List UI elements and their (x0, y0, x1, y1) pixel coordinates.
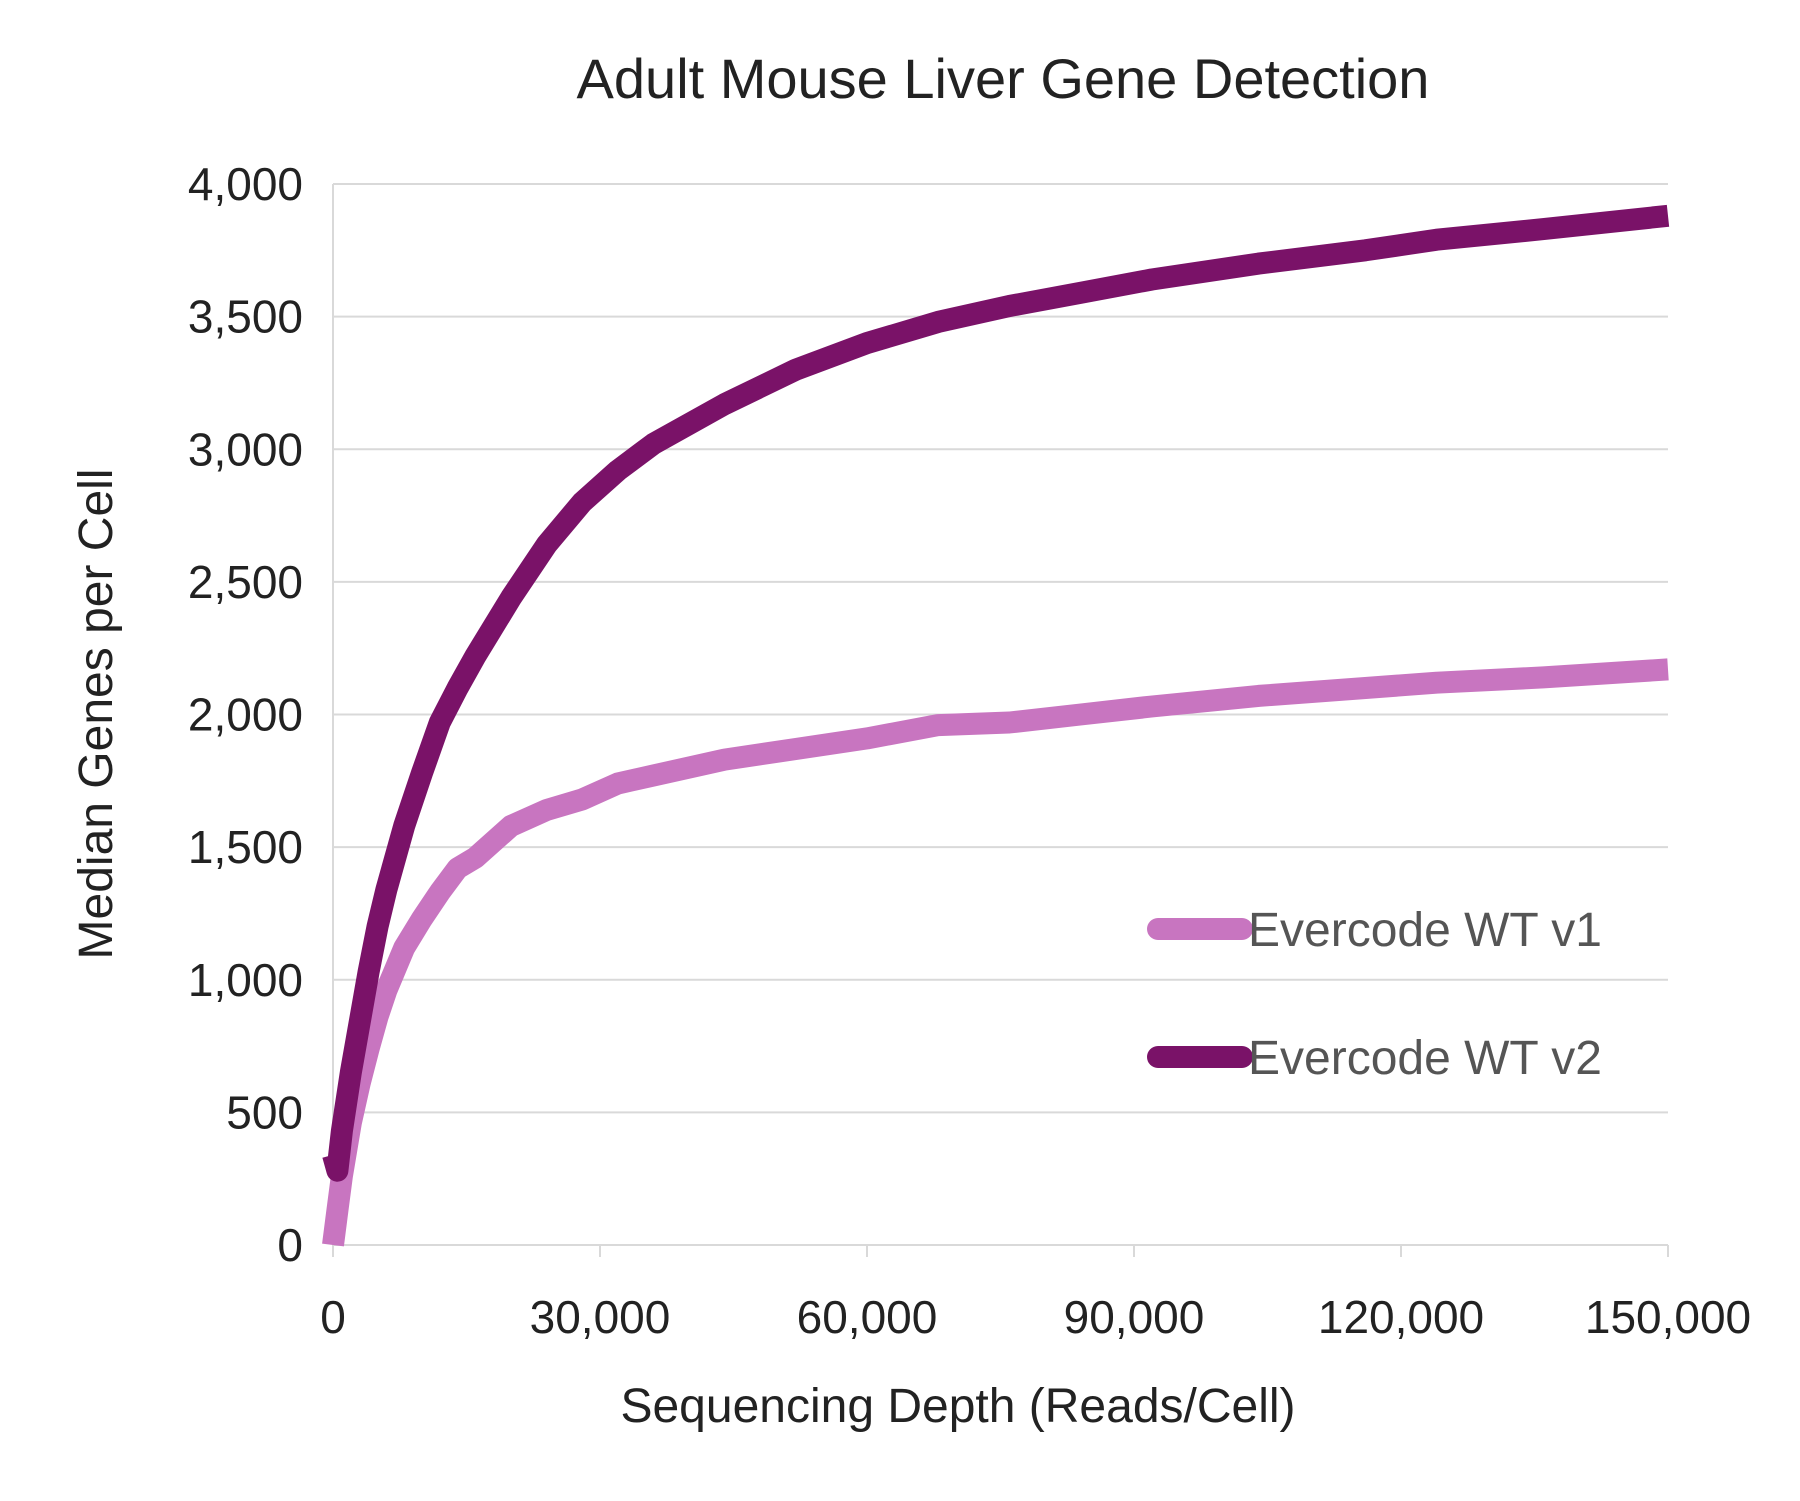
legend-label-2: Evercode WT v2 (1248, 1032, 1602, 1085)
x-tick-label: 0 (320, 1291, 346, 1343)
grid-lines (333, 183, 1668, 1114)
legend-label-1: Evercode WT v1 (1248, 904, 1602, 957)
y-tick-label: 500 (226, 1086, 303, 1138)
y-axis: 0 500 1,000 1,500 2,000 2,500 3,000 3,500 4,000 (188, 158, 334, 1271)
y-tick-label: 2,000 (188, 689, 303, 741)
y-tick-label: 0 (277, 1219, 303, 1271)
legend: Evercode WT v1 Evercode WT v2 (1147, 904, 1602, 1085)
y-tick-label: 1,000 (188, 954, 303, 1006)
series-layer (322, 204, 1670, 1247)
y-tick-label: 4,000 (188, 158, 303, 210)
y-tick-label: 3,500 (188, 291, 303, 343)
x-tick-label: 120,000 (1318, 1291, 1484, 1343)
y-tick-label: 3,000 (188, 423, 303, 475)
y-axis-title: Median Genes per Cell (70, 469, 123, 960)
chart-title: Adult Mouse Liver Gene Detection (577, 47, 1430, 110)
series-line-2 (322, 204, 1670, 1182)
x-axis-title: Sequencing Depth (Reads/Cell) (620, 1380, 1295, 1433)
x-tick-label: 150,000 (1585, 1291, 1751, 1343)
y-tick-label: 2,500 (188, 556, 303, 608)
x-axis: 0 30,000 60,000 90,000 120,000 150,000 (320, 1244, 1751, 1343)
series-line-1 (322, 658, 1669, 1247)
y-tick-label: 1,500 (188, 821, 303, 873)
x-tick-label: 60,000 (797, 1291, 938, 1343)
x-tick-label: 90,000 (1064, 1291, 1205, 1343)
x-tick-label: 30,000 (530, 1291, 671, 1343)
